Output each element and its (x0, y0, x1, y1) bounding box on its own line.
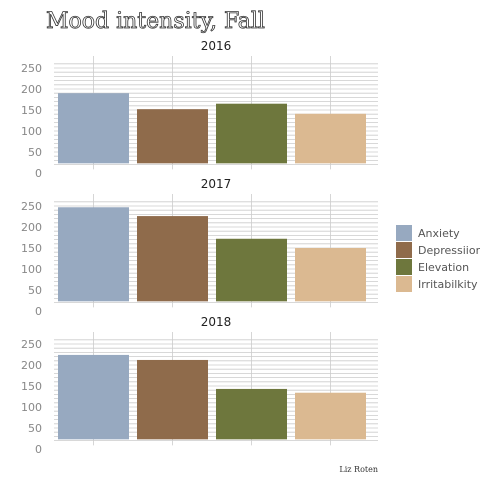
y-tick-label: 0 (35, 167, 42, 180)
y-tick-label: 0 (35, 443, 42, 456)
bar-2016-depressiion (137, 109, 208, 164)
y-tick-label: 50 (28, 284, 42, 297)
facet-title: 2018 (201, 315, 232, 329)
y-tick-label: 250 (21, 338, 42, 351)
legend-item: Elevation (396, 259, 469, 275)
bar-2018-anxiety (58, 354, 129, 440)
bar-2017-irritabilkity (295, 248, 366, 302)
y-tick-label: 50 (28, 146, 42, 159)
facet-2016: 2016 0 50 100 150 200 250 (21, 39, 378, 180)
legend-swatch (396, 276, 412, 292)
bar-2018-irritabilkity (295, 392, 366, 440)
y-tick-label: 100 (21, 401, 42, 414)
legend-item: Irritabilkity (396, 276, 478, 292)
y-tick-label: 50 (28, 422, 42, 435)
y-tick-label: 200 (21, 359, 42, 372)
y-tick-label: 150 (21, 380, 42, 393)
legend-swatch (396, 259, 412, 275)
bar-2016-elevation (216, 103, 287, 164)
legend-swatch (396, 242, 412, 258)
y-tick-label: 100 (21, 263, 42, 276)
y-tick-label: 250 (21, 62, 42, 75)
y-tick-label: 150 (21, 242, 42, 255)
facet-2018: 2018 0 50 100 150 200 250 (21, 315, 378, 456)
y-tick-label: 200 (21, 221, 42, 234)
y-tick-label: 0 (35, 305, 42, 318)
bar-2016-anxiety (58, 93, 129, 164)
legend-label: Elevation (418, 261, 469, 274)
legend-item: Depressiion (396, 242, 480, 258)
legend-label: Depressiion (418, 244, 480, 257)
bar-2017-depressiion (137, 216, 208, 302)
legend-swatch (396, 225, 412, 241)
facets: 2016050100150200250201705010015020025020… (21, 39, 378, 456)
legend-item: Anxiety (396, 225, 460, 241)
facet-title: 2017 (201, 177, 232, 191)
bar-2018-depressiion (137, 359, 208, 440)
y-tick-label: 100 (21, 125, 42, 138)
chart-title: Mood intensity, Fall (46, 9, 265, 34)
facet-title: 2016 (201, 39, 232, 53)
legend-label: Anxiety (418, 227, 460, 240)
bar-2018-elevation (216, 388, 287, 440)
facet-2017: 2017 0 50 100 150 200 250 (21, 177, 378, 318)
chart-caption: Liz Roten (339, 465, 378, 474)
y-tick-label: 200 (21, 83, 42, 96)
bar-2016-irritabilkity (295, 113, 366, 164)
y-tick-label: 150 (21, 104, 42, 117)
bar-2017-elevation (216, 238, 287, 302)
y-tick-label: 250 (21, 200, 42, 213)
legend: Anxiety Depressiion Elevation Irritabilkity (396, 225, 480, 292)
legend-label: Irritabilkity (418, 278, 478, 291)
bar-2017-anxiety (58, 207, 129, 302)
